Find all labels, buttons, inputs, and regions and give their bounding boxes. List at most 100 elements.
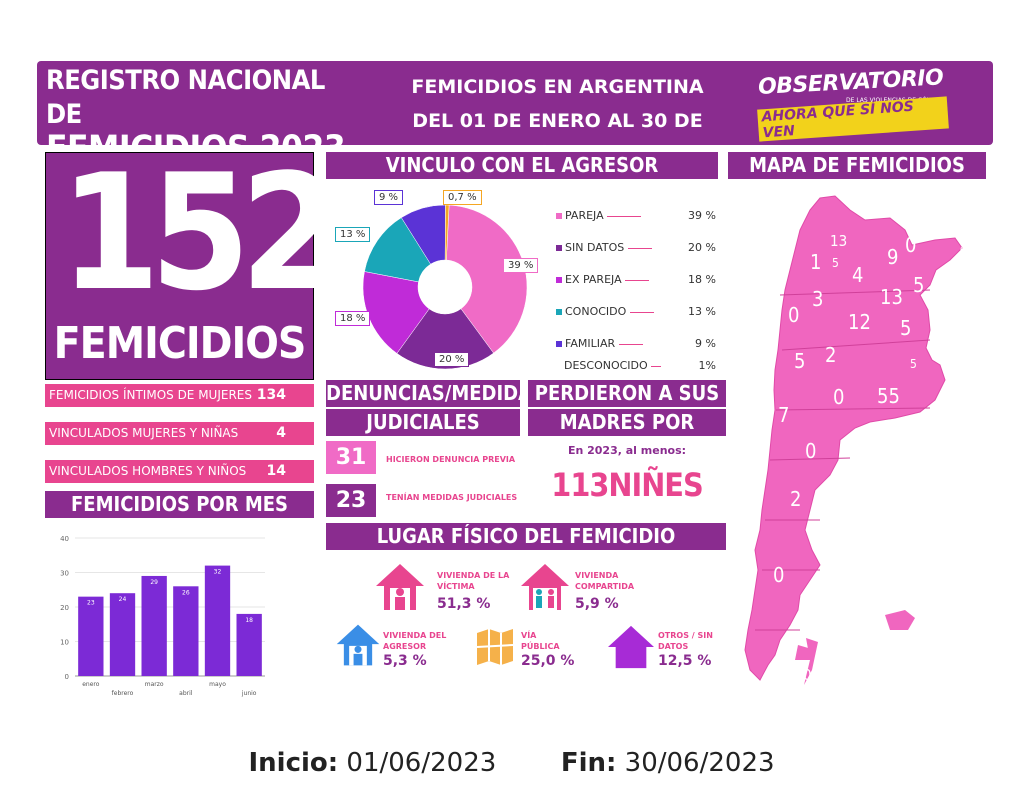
- map-value-santiago: 4: [852, 263, 864, 287]
- map-value-rio-negro: 0: [805, 439, 817, 463]
- denuncias-title-2: JUDICIALES: [326, 409, 520, 436]
- total-box: [45, 152, 314, 380]
- date-range: Inicio: 01/06/2023 Fin: 30/06/2023: [0, 748, 1023, 778]
- madres-value: 113NIÑES: [551, 466, 703, 504]
- denuncias-title-1: DENUNCIAS/MEDIDAS: [326, 380, 545, 407]
- mapa-title: MAPA DE FEMICIDIOS: [728, 152, 986, 179]
- map-value-neuquen: 7: [778, 403, 790, 427]
- bar-data-label: 32: [214, 569, 222, 576]
- legend-item-sin-datos: SIN DATOS 20 %: [556, 240, 716, 256]
- pie-label-familiar: 9 %: [374, 190, 404, 205]
- bar-marzo: [141, 575, 167, 676]
- stat-label: VINCULADOS MUJERES Y NIÑAS: [49, 426, 239, 440]
- denuncia-previa-value: 31: [326, 441, 376, 474]
- medidas-judiciales-value: 23: [326, 484, 376, 517]
- swatch: [556, 245, 562, 251]
- map-value-san-juan: 0: [788, 303, 800, 327]
- lugar-via-publica-label: VÍA PÚBLICA: [521, 631, 560, 651]
- y-tick-label: 10: [60, 639, 69, 647]
- bar-chart: 0 10 20 30 40 23 enero 24 febrero 29 marzo 26 abril 3…: [60, 535, 265, 697]
- map-value-cordoba: 12: [848, 310, 871, 334]
- lugar-otros-value: 12,5 %: [658, 653, 712, 669]
- stat-label: FEMICIDIOS ÍNTIMOS DE MUJERES: [49, 388, 252, 402]
- map-value-caba: 5: [910, 357, 917, 371]
- inicio-value: 01/06/2023: [346, 748, 497, 778]
- map-value-la-pampa: 0: [833, 385, 845, 409]
- bar-mayo: [204, 565, 231, 676]
- lugar-via-publica-value: 25,0 %: [521, 653, 575, 669]
- x-tick-label: marzo: [145, 681, 164, 688]
- lugar-victima-value: 51,3 %: [437, 596, 491, 612]
- title-line-1: REGISTRO NACIONAL DE: [46, 65, 325, 130]
- legend-item-familiar: FAMILIAR 9 %: [556, 336, 716, 352]
- argentina-map: [744, 195, 963, 685]
- x-tick-label: mayo: [209, 681, 226, 688]
- swatch: [556, 309, 562, 315]
- bar-data-label: 29: [150, 579, 158, 586]
- map-value-formosa: 0: [905, 233, 917, 257]
- map-value-la-rioja: 3: [812, 287, 824, 311]
- house-victim-icon: [376, 564, 424, 610]
- medidas-judiciales-text: TENÍAN MEDIDAS JUDICIALES: [386, 493, 518, 502]
- lugar-agresor-value: 5,3 %: [383, 653, 427, 669]
- lugar-compartida-label: VIVIENDA COMPARTIDA: [575, 571, 635, 591]
- map-street-icon: [476, 629, 514, 665]
- logo-tag: AHORA QUE SÍ NOS VEN: [757, 96, 949, 142]
- pie-label-ex-pareja: 18 %: [335, 311, 371, 326]
- stat-value: 134: [256, 387, 286, 403]
- lugar-agresor-label: VIVIENDA DEL AGRESOR: [383, 631, 447, 651]
- denuncia-previa-text: HICIERON DENUNCIA PREVIA: [386, 455, 516, 464]
- bar-enero: [78, 596, 104, 676]
- legend-item-pareja: PAREJA 39 %: [556, 208, 716, 224]
- y-tick-label: 30: [60, 570, 69, 578]
- legend-item-conocido: CONOCIDO 13 %: [556, 304, 716, 320]
- por-mes-title: FEMICIDIOS POR MES: [45, 491, 314, 518]
- vinculo-title: VINCULO CON EL AGRESOR: [326, 152, 718, 179]
- map-value-santa-cruz: 0: [773, 563, 785, 587]
- house-aggressor-icon: [336, 624, 380, 666]
- madres-intro: En 2023, al menos:: [567, 444, 687, 457]
- bar-abril: [173, 586, 199, 676]
- lugar-victima-label: VIVIENDA DE LA VÍCTIMA: [437, 571, 510, 591]
- bar-data-label: 23: [87, 600, 95, 607]
- legend-item-desconocido: DESCONOCIDO 1%: [564, 359, 716, 372]
- stat-label: VINCULADOS HOMBRES Y NIÑOS: [49, 464, 247, 478]
- swatch: [556, 341, 562, 347]
- subtitle-line-1: FEMICIDIOS EN ARGENTINA: [411, 76, 704, 98]
- lugar-compartida-value: 5,9 %: [575, 596, 619, 612]
- swatch: [556, 213, 562, 219]
- house-shared-icon: [521, 564, 569, 610]
- map-value-chaco: 9: [887, 245, 899, 269]
- map-value-corrientes: 6: [960, 246, 966, 256]
- pie-label-desconocido: 0,7 %: [443, 190, 482, 205]
- map-value-chubut: 2: [790, 487, 802, 511]
- donut-slice-ex-pareja: [362, 271, 430, 354]
- map-value-san-luis: 2: [825, 343, 837, 367]
- madres-title-2: MADRES POR FEMICIDIO: [528, 409, 726, 461]
- pie-label-pareja: 39 %: [503, 258, 539, 273]
- y-tick-label: 20: [60, 604, 69, 612]
- y-tick-label: 40: [60, 535, 69, 543]
- map-value-entre-rios: 5: [900, 316, 912, 340]
- madres-title-1: PERDIERON A SUS: [528, 380, 726, 407]
- stat-value: 14: [266, 463, 286, 479]
- map-value-salta-sub: 5: [832, 256, 839, 270]
- bar-data-label: 26: [182, 589, 190, 596]
- map-value-buenos-aires: 55: [877, 384, 900, 408]
- map-value-misiones: 5: [913, 273, 925, 297]
- stat-row-vinculados-hombres: VINCULADOS HOMBRES Y NIÑOS 14: [45, 460, 314, 483]
- x-tick-label: junio: [241, 690, 257, 697]
- observatorio-logo: OBSERVATORIO DE LAS VIOLENCIAS DE GÉNERO…: [757, 65, 949, 142]
- fin-label: Fin:: [560, 748, 617, 778]
- x-tick-label: febrero: [112, 690, 134, 697]
- bar-data-label: 24: [119, 596, 127, 603]
- inicio-label: Inicio:: [248, 748, 339, 778]
- lugar-title: LUGAR FÍSICO DEL FEMICIDIO: [326, 523, 726, 550]
- map-value-tierra-del-fuego: 0: [803, 666, 812, 684]
- map-value-jujuy: 13: [830, 232, 848, 250]
- pie-label-conocido: 13 %: [335, 227, 371, 242]
- bar-febrero: [109, 593, 136, 676]
- total-value: 152: [60, 139, 340, 326]
- total-label: FEMICIDIOS: [53, 318, 307, 369]
